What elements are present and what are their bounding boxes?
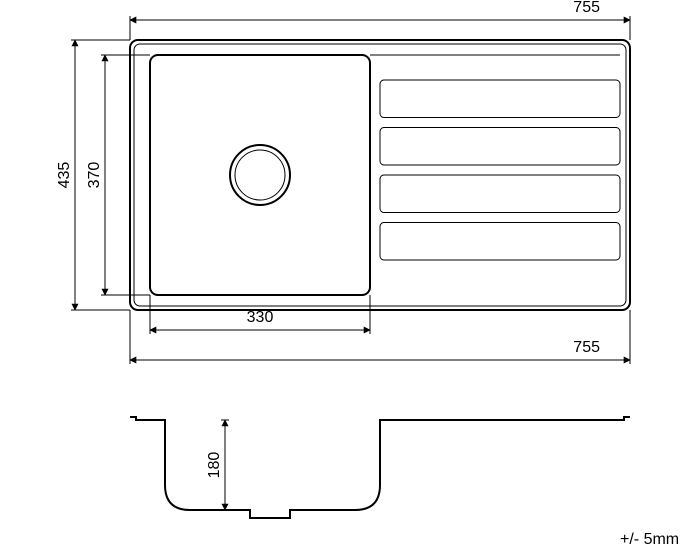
svg-text:435: 435 [56, 162, 73, 189]
sink-bowl [150, 55, 370, 295]
sink-section [130, 417, 630, 518]
svg-text:755: 755 [573, 339, 600, 356]
sink-dimension-drawing: 755 435 370 330 755 180 +/- 5mm [0, 0, 700, 550]
drainer-groove [380, 175, 620, 213]
drainer-groove [380, 223, 620, 261]
svg-text:755: 755 [573, 0, 600, 16]
drainer-groove [380, 80, 620, 118]
drainer-groove [380, 128, 620, 166]
drain-hole [230, 145, 290, 205]
svg-text:370: 370 [86, 162, 103, 189]
svg-text:330: 330 [247, 309, 274, 326]
svg-text:180: 180 [206, 452, 223, 479]
tolerance-label: +/- 5mm [620, 531, 679, 548]
